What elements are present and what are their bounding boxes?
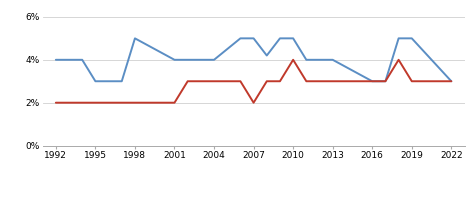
Lakemont Elementary School	[132, 37, 138, 40]
Lakemont Elementary School	[383, 80, 388, 83]
(FL) State Average	[119, 102, 125, 104]
Lakemont Elementary School	[79, 59, 85, 61]
(FL) State Average	[198, 80, 204, 83]
(FL) State Average	[277, 80, 283, 83]
Lakemont Elementary School	[251, 37, 256, 40]
Lakemont Elementary School	[92, 80, 98, 83]
Lakemont Elementary School	[237, 37, 243, 40]
(FL) State Average	[172, 102, 177, 104]
Lakemont Elementary School	[369, 80, 375, 83]
(FL) State Average	[251, 102, 256, 104]
Lakemont Elementary School	[303, 59, 309, 61]
Lakemont Elementary School	[409, 37, 415, 40]
(FL) State Average	[53, 102, 59, 104]
Lakemont Elementary School	[119, 80, 125, 83]
Lakemont Elementary School	[330, 59, 336, 61]
(FL) State Average	[79, 102, 85, 104]
Lakemont Elementary School	[211, 59, 217, 61]
(FL) State Average	[330, 80, 336, 83]
(FL) State Average	[264, 80, 270, 83]
(FL) State Average	[369, 80, 375, 83]
(FL) State Average	[383, 80, 388, 83]
Lakemont Elementary School	[290, 37, 296, 40]
(FL) State Average	[211, 80, 217, 83]
(FL) State Average	[409, 80, 415, 83]
Lakemont Elementary School	[264, 54, 270, 57]
(FL) State Average	[290, 59, 296, 61]
Lakemont Elementary School	[172, 59, 177, 61]
(FL) State Average	[237, 80, 243, 83]
(FL) State Average	[396, 59, 401, 61]
Lakemont Elementary School	[198, 59, 204, 61]
Lakemont Elementary School	[277, 37, 283, 40]
(FL) State Average	[92, 102, 98, 104]
Lakemont Elementary School	[185, 59, 191, 61]
Lakemont Elementary School	[396, 37, 401, 40]
(FL) State Average	[303, 80, 309, 83]
(FL) State Average	[132, 102, 138, 104]
(FL) State Average	[448, 80, 454, 83]
Line: Lakemont Elementary School: Lakemont Elementary School	[56, 38, 451, 81]
Lakemont Elementary School	[448, 80, 454, 83]
Line: (FL) State Average: (FL) State Average	[56, 60, 451, 103]
Lakemont Elementary School	[53, 59, 59, 61]
(FL) State Average	[185, 80, 191, 83]
